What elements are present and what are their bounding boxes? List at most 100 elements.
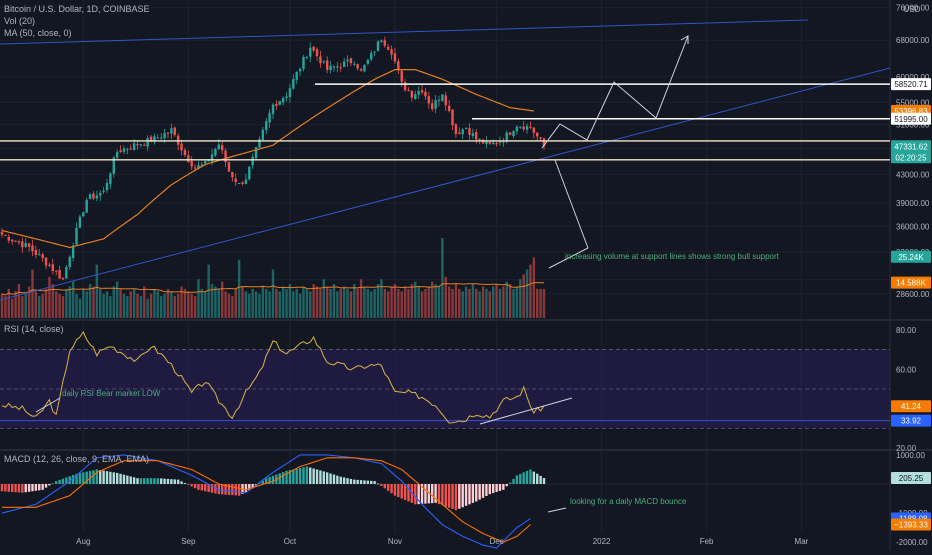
macd-histogram-bar [27,484,31,492]
candle-body [285,96,288,98]
macd-title[interactable]: MACD (12, 26, close, 9, EMA, EMA) [4,454,149,464]
volume-bar [295,288,298,318]
candle-body [183,150,187,155]
volume-bar [220,281,224,318]
price-pane[interactable] [0,36,546,318]
volume-indicator-label[interactable]: Vol (20) [4,16,35,26]
macd-histogram-bar [170,479,173,484]
candle-body [288,88,292,98]
price-badge [891,518,931,531]
ma-indicator-label[interactable]: MA (50, close, 0) [4,28,72,38]
candle-body [397,61,400,71]
volume-bar [190,293,193,318]
macd-histogram-bar [380,484,383,486]
volume-bar [491,286,495,318]
rsi-tick-label: 60.00 [896,365,917,374]
volume-bar [349,291,353,318]
volume-bar [498,288,502,318]
volume-bar [298,293,302,318]
macd-histogram-bar [180,481,183,484]
macd-histogram-bar [376,483,380,485]
candle-body [356,64,359,69]
price-badge-label: 58520.71 [894,80,928,89]
macd-histogram-bar [359,480,363,484]
candle-body [200,164,204,166]
macd-histogram-bar [166,478,170,484]
candle-body [542,138,546,147]
volume-bar [532,257,536,318]
macd-histogram-bar [336,475,339,484]
volume-ma-line [1,282,544,296]
candle-body [122,148,126,152]
macd-histogram-bar [55,481,58,484]
volume-bar [207,264,210,318]
candle-body [143,144,146,146]
rsi-divergence-arrow [479,397,573,425]
volume-bar [319,288,322,318]
candle-body [488,141,491,144]
volume-bar [454,284,458,318]
macd-histogram-bar [295,468,298,484]
volume-bar [14,291,17,318]
symbol-title[interactable]: Bitcoin / U.S. Dollar, 1D, COINBASE [4,4,150,14]
macd-histogram-bar [319,470,322,484]
macd-histogram-bar [390,484,393,494]
volume-bar [44,288,48,318]
price-axis[interactable]: AugSepOctNovDec2022FebMar28600.0030000.0… [76,4,931,548]
volume-bar [525,269,529,318]
candle-body [326,60,329,70]
candle-body [217,144,220,150]
candle-body [190,160,193,167]
macd-histogram-bar [193,484,197,489]
volume-bar [254,291,258,318]
volume-bar [407,288,410,318]
macd-histogram-bar [424,484,427,504]
y-tick-label: 76000.00 [896,4,930,13]
macd-histogram-bar [44,484,48,488]
volume-bar [41,293,44,318]
candle-body [261,129,265,140]
candle-body [309,47,312,57]
rsi-line [1,330,545,424]
volume-bar [210,284,214,318]
volume-bar [200,288,204,318]
candle-body [370,52,373,60]
macd-histogram-bar [519,473,522,484]
signal-line [2,457,531,543]
candle-body [214,148,217,156]
macd-histogram-bar [292,469,295,484]
rsi-title[interactable]: RSI (14, close) [4,324,64,334]
candle-body [407,90,410,92]
volume-bar [160,296,163,318]
macd-histogram-bar [58,479,61,484]
volume-bar [258,293,261,318]
candle-body [491,142,495,145]
macd-note-arrow [547,507,567,513]
candle-body [295,72,298,80]
macd-histogram-bar [95,469,99,484]
candle-body [34,249,38,255]
macd-histogram-bar [51,483,55,485]
user-drawings[interactable] [0,19,891,513]
candle-body [24,243,27,247]
volume-annotation[interactable]: increasing volume at support lines shows… [565,252,780,261]
rsi-pane[interactable] [0,330,890,429]
price-badge-label: 51995.00 [894,115,928,124]
macd-histogram-bar [346,478,349,484]
rsi-annotation[interactable]: daily RSI Bear market LOW [62,389,161,398]
macd-histogram-bar [471,484,475,503]
currency-label: USD [904,5,921,14]
macd-pane[interactable] [0,454,890,549]
macd-annotation[interactable]: looking for a daily MACD bounce [570,497,687,506]
volume-bar [34,291,38,318]
volume-bar [265,288,268,318]
macd-histogram-bar [532,471,536,484]
volume-bar [92,286,95,318]
candle-body [139,144,143,146]
macd-histogram-bar [278,473,281,484]
candle-body [434,100,437,109]
macd-histogram-bar [458,484,461,509]
price-badge-label: 14.588K [896,279,926,288]
candle-body [475,132,478,140]
